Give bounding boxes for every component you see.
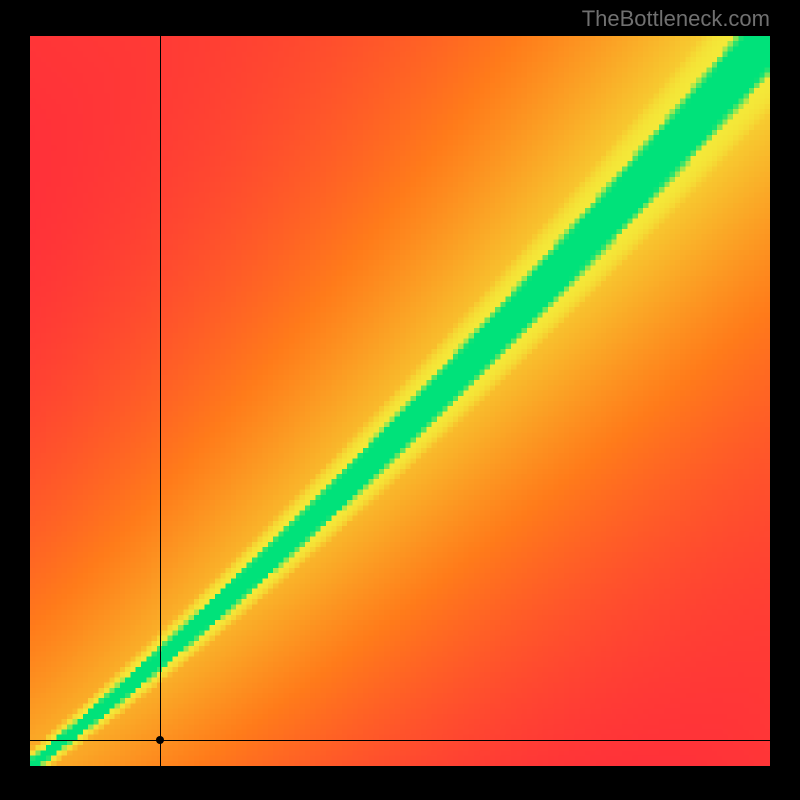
attribution-text: TheBottleneck.com [582, 6, 770, 32]
bottleneck-heatmap [30, 36, 770, 766]
crosshair-horizontal [30, 740, 770, 741]
marker-dot [156, 736, 164, 744]
crosshair-vertical [160, 36, 161, 766]
plot-area [30, 36, 770, 766]
